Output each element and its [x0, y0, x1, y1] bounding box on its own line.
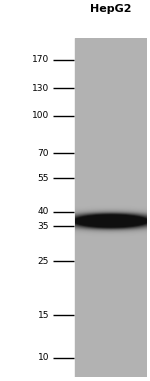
Text: 10: 10 — [38, 353, 49, 362]
Text: 55: 55 — [38, 174, 49, 183]
Text: 15: 15 — [38, 311, 49, 320]
Text: 40: 40 — [38, 208, 49, 216]
Text: 35: 35 — [38, 221, 49, 231]
Text: 130: 130 — [32, 83, 49, 93]
Text: 70: 70 — [38, 149, 49, 158]
Text: HepG2: HepG2 — [90, 4, 132, 14]
Text: 170: 170 — [32, 55, 49, 64]
Bar — [75, 38, 147, 377]
Text: 100: 100 — [32, 111, 49, 120]
Text: 25: 25 — [38, 257, 49, 266]
